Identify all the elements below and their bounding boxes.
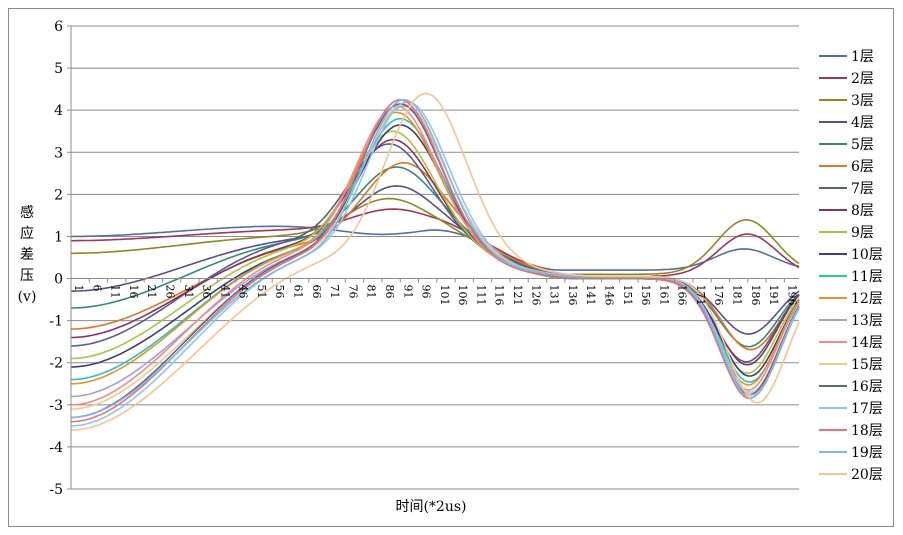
x-tick-label: 11 bbox=[109, 285, 122, 299]
x-tick-label: 166 bbox=[676, 285, 689, 306]
x-tick-label: 31 bbox=[182, 285, 195, 299]
x-tick-label: 176 bbox=[712, 285, 725, 306]
legend: 1层 2层 3层 4层 5层 6层 7层 8层 9层 10层 11层 12层 13层 14层 15层 16层 1… bbox=[819, 49, 883, 483]
legend-label: 13层 bbox=[851, 313, 883, 329]
y-tick-label: 6 bbox=[54, 19, 63, 35]
x-tick-label: 66 bbox=[310, 285, 323, 299]
legend-label: 14层 bbox=[851, 335, 883, 351]
series-line-4 bbox=[70, 185, 800, 335]
x-tick-label: 46 bbox=[237, 285, 250, 299]
x-tick-label: 111 bbox=[474, 285, 487, 306]
y-axis-label-char-5: (v) bbox=[18, 289, 37, 305]
x-tick-label: 91 bbox=[401, 285, 414, 299]
x-tick-label: 76 bbox=[346, 285, 359, 299]
x-tick-label: 106 bbox=[456, 285, 469, 306]
y-tick-label: 3 bbox=[54, 145, 63, 161]
series-line-2 bbox=[71, 208, 800, 278]
series-line-3 bbox=[71, 197, 800, 276]
y-tick-label: 1 bbox=[54, 229, 63, 245]
x-tick-label: 16 bbox=[127, 285, 140, 299]
y-axis-label-char-3: 差 bbox=[20, 247, 34, 263]
y-axis-label-char-1: 感 bbox=[20, 204, 34, 221]
y-axis-label-char-4: 压 bbox=[20, 268, 34, 284]
series-line-20 bbox=[70, 92, 800, 431]
legend-label: 4层 bbox=[851, 115, 874, 131]
y-tick-label: -5 bbox=[49, 482, 63, 498]
legend-label: 10层 bbox=[851, 247, 883, 263]
x-tick-label: 131 bbox=[548, 285, 561, 306]
y-tick-label: 0 bbox=[54, 272, 63, 288]
legend-label: 16层 bbox=[851, 379, 883, 395]
x-tick-label: 116 bbox=[493, 285, 506, 306]
y-tick-label: -1 bbox=[49, 314, 63, 330]
grid-layer bbox=[71, 25, 799, 490]
x-tick-label: 81 bbox=[365, 285, 378, 299]
x-tick-label: 101 bbox=[438, 285, 451, 306]
x-tick-label: 56 bbox=[273, 285, 286, 299]
y-axis-label-char-2: 应 bbox=[20, 225, 34, 242]
legend-label: 18层 bbox=[851, 423, 883, 439]
x-tick-label: 96 bbox=[420, 285, 433, 299]
x-tick-label: 26 bbox=[163, 285, 176, 299]
x-tick-label: 156 bbox=[639, 285, 652, 306]
series-line-18 bbox=[70, 98, 800, 423]
x-tick-label: 126 bbox=[529, 285, 542, 306]
series-line-7 bbox=[70, 143, 800, 363]
x-tick-label: 71 bbox=[328, 285, 341, 299]
y-tick-label: -4 bbox=[49, 440, 63, 456]
y-tick-label: 2 bbox=[54, 187, 63, 203]
legend-label: 3层 bbox=[851, 93, 874, 109]
legend-label: 8层 bbox=[851, 203, 874, 219]
x-axis-label: 时间(*2us) bbox=[395, 499, 466, 515]
x-tick-label: 151 bbox=[621, 285, 634, 306]
series-line-8 bbox=[70, 138, 800, 366]
y-tick-label: -3 bbox=[49, 398, 63, 414]
legend-label: 17层 bbox=[851, 401, 883, 417]
x-tick-label: 86 bbox=[383, 285, 396, 299]
y-tick-label: -2 bbox=[49, 356, 63, 372]
x-tick-label: 171 bbox=[694, 285, 707, 306]
legend-label: 5层 bbox=[851, 137, 874, 153]
series-line-19 bbox=[70, 98, 800, 419]
legend-label: 9层 bbox=[851, 225, 874, 241]
legend-label: 19层 bbox=[851, 445, 883, 461]
y-tick-label: 4 bbox=[54, 103, 63, 119]
x-tick-label: 121 bbox=[511, 285, 524, 306]
x-tick-label: 196 bbox=[785, 285, 798, 306]
series-lines bbox=[70, 92, 800, 431]
legend-label: 2层 bbox=[851, 71, 874, 87]
x-tick-label: 61 bbox=[291, 285, 304, 299]
x-tick-label: 1 bbox=[72, 285, 85, 292]
x-tick-label: 181 bbox=[730, 285, 743, 306]
legend-label: 7层 bbox=[851, 181, 874, 197]
y-tick-label: 5 bbox=[54, 61, 63, 77]
legend-label: 20层 bbox=[851, 467, 883, 483]
x-tick-label: 36 bbox=[200, 285, 213, 299]
x-tick-label: 141 bbox=[584, 285, 597, 306]
legend-label: 1层 bbox=[851, 49, 874, 65]
legend-label: 6层 bbox=[851, 159, 874, 175]
legend-label: 12层 bbox=[851, 291, 883, 307]
y-axis-label: 感 应 差 压 (v) bbox=[18, 204, 37, 305]
x-tick-label: 6 bbox=[90, 285, 103, 292]
x-tick-label: 161 bbox=[657, 285, 670, 306]
x-tick-label: 41 bbox=[218, 285, 231, 299]
legend-label: 11层 bbox=[851, 269, 883, 285]
chart-frame: -5 -4 -3 -2 -1 0 1 2 3 4 5 6 1 6 11 16 21 26 31 36 41 46 51 56 6… bbox=[8, 8, 894, 527]
x-tick-label: 21 bbox=[145, 285, 158, 299]
x-tick-label: 146 bbox=[602, 285, 615, 306]
series-line-1 bbox=[70, 225, 800, 271]
legend-label: 15层 bbox=[851, 357, 883, 373]
x-tick-label: 191 bbox=[767, 285, 780, 306]
x-tick-label: 51 bbox=[255, 285, 268, 299]
x-tick-label: 186 bbox=[749, 285, 762, 306]
x-tick-label: 136 bbox=[566, 285, 579, 306]
